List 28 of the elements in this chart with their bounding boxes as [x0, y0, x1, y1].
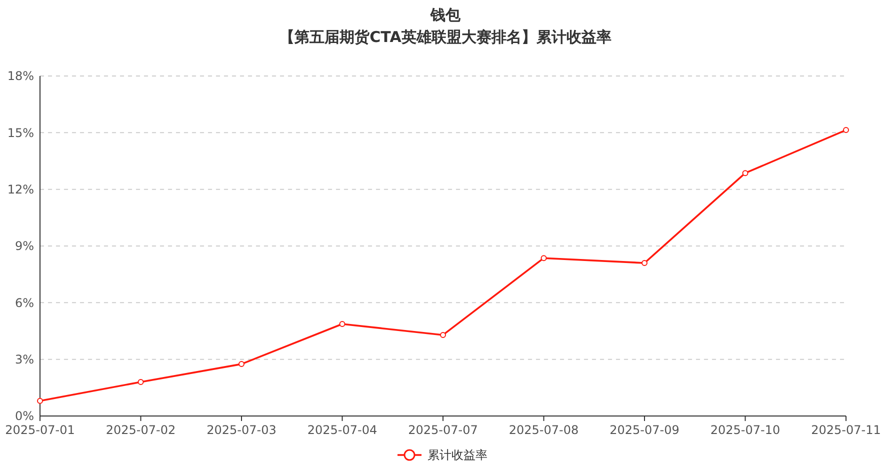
x-tick-label: 2025-07-03: [206, 423, 276, 437]
chart-title: 钱包: [430, 6, 462, 24]
point: [440, 332, 446, 338]
y-tick-label: 9%: [14, 239, 34, 254]
y-tick-label: 3%: [14, 352, 34, 367]
legend-label: 累计收益率: [428, 448, 488, 462]
x-tick-label: 2025-07-09: [610, 423, 680, 437]
x-tick-label: 2025-07-11: [811, 423, 881, 437]
point: [843, 127, 849, 134]
y-tick-label: 12%: [7, 182, 34, 197]
x-tick-label: 2025-07-10: [710, 423, 780, 437]
point: [742, 170, 748, 176]
point: [339, 321, 346, 328]
y-tick-label: 15%: [7, 126, 34, 140]
point: [37, 398, 43, 404]
y-tick-label: 0%: [14, 409, 34, 424]
y-tick-label: 6%: [14, 296, 34, 310]
point: [540, 255, 547, 262]
x-tick-label: 2025-07-04: [307, 423, 378, 437]
y-tick-label: 18%: [7, 69, 34, 84]
point: [238, 361, 244, 368]
point: [138, 379, 144, 385]
x-tick-label: 2025-07-08: [508, 423, 579, 437]
x-tick-label: 2025-07-07: [408, 423, 478, 437]
x-tick-label: 2025-07-01: [5, 423, 75, 437]
chart-subtitle: 【第五届期货CTA英雄联盟大赛排名】累计收益率: [280, 28, 612, 46]
x-tick-label: 2025-07-02: [106, 423, 176, 437]
point: [642, 260, 648, 266]
